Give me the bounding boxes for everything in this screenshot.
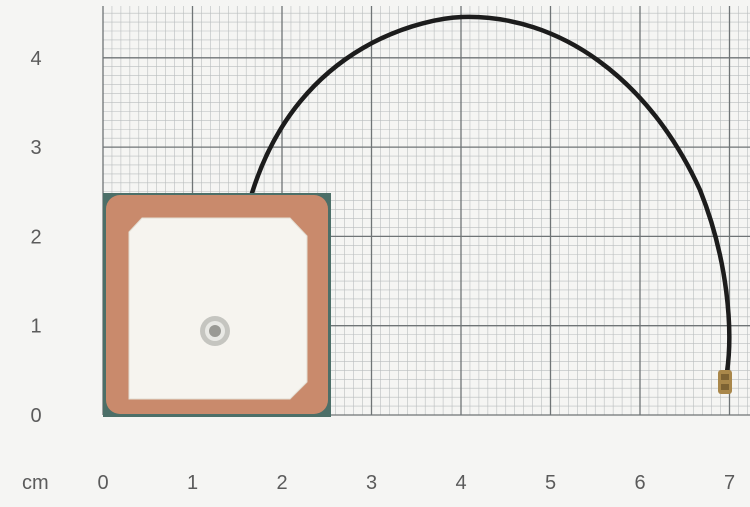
y-axis-labels: 0 1 2 3 4: [30, 48, 41, 427]
x-tick-label: 3: [366, 472, 377, 494]
y-tick-label: 1: [30, 316, 41, 338]
x-tick-label: 5: [545, 472, 556, 494]
x-tick-label: 6: [634, 472, 645, 494]
x-tick-label: 4: [455, 472, 466, 494]
x-tick-label: 0: [97, 472, 108, 494]
x-tick-label: 2: [276, 472, 287, 494]
x-axis-labels: 0 1 2 3 4 5 6 7: [97, 472, 735, 494]
x-tick-label: 1: [187, 472, 198, 494]
antenna-patch-face: [128, 217, 308, 400]
x-tick-label: 7: [724, 472, 735, 494]
y-tick-label: 3: [30, 137, 41, 159]
unit-label: cm: [22, 472, 49, 494]
y-tick-label: 0: [30, 405, 41, 427]
y-tick-label: 2: [30, 226, 41, 248]
y-tick-label: 4: [30, 48, 41, 70]
feed-pin: [200, 316, 230, 346]
antenna-cable: [249, 14, 732, 375]
gps-patch-antenna: [103, 193, 331, 417]
ufl-connector: [718, 370, 732, 394]
